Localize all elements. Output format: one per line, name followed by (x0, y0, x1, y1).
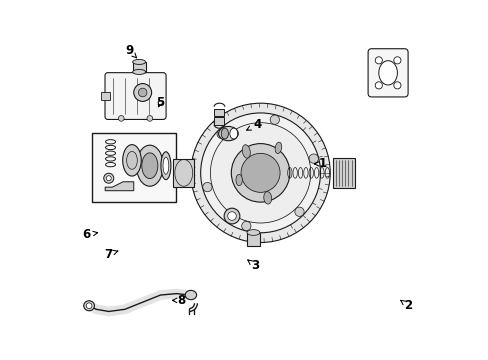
Circle shape (103, 173, 114, 183)
Circle shape (374, 57, 382, 64)
Bar (332, 158, 354, 188)
Circle shape (227, 212, 236, 220)
Ellipse shape (83, 301, 94, 311)
Circle shape (393, 82, 400, 89)
Ellipse shape (218, 126, 238, 141)
Circle shape (200, 113, 320, 233)
Ellipse shape (132, 59, 145, 64)
Text: 1: 1 (314, 157, 326, 170)
Ellipse shape (163, 157, 168, 174)
Circle shape (241, 221, 250, 231)
Ellipse shape (161, 152, 171, 180)
FancyBboxPatch shape (367, 49, 407, 97)
Ellipse shape (136, 145, 163, 186)
Text: 2: 2 (400, 299, 411, 312)
Text: 3: 3 (247, 259, 259, 272)
Circle shape (138, 88, 147, 97)
FancyBboxPatch shape (105, 73, 166, 120)
Circle shape (308, 154, 318, 163)
Circle shape (190, 103, 329, 243)
Polygon shape (105, 182, 134, 191)
Ellipse shape (132, 69, 145, 75)
Bar (246, 233, 259, 246)
Text: 5: 5 (156, 96, 164, 109)
Ellipse shape (142, 153, 158, 179)
Circle shape (270, 115, 279, 124)
Circle shape (106, 176, 111, 181)
Ellipse shape (122, 145, 141, 176)
Circle shape (118, 116, 124, 121)
Circle shape (217, 129, 226, 139)
Bar (132, 62, 145, 72)
Ellipse shape (235, 174, 242, 186)
Bar (92, 133, 175, 202)
Ellipse shape (221, 128, 228, 139)
Text: 9: 9 (125, 44, 136, 58)
Circle shape (224, 208, 240, 224)
Circle shape (294, 207, 304, 216)
Circle shape (134, 84, 151, 102)
Ellipse shape (246, 230, 259, 235)
Text: 7: 7 (104, 248, 118, 261)
Text: 4: 4 (246, 118, 261, 131)
Circle shape (147, 116, 152, 121)
Ellipse shape (242, 145, 250, 158)
Ellipse shape (263, 192, 271, 204)
Ellipse shape (185, 291, 196, 300)
Bar (173, 158, 194, 187)
Circle shape (374, 82, 382, 89)
Circle shape (231, 144, 289, 202)
Ellipse shape (126, 152, 137, 169)
Bar (101, 92, 109, 100)
Ellipse shape (275, 142, 281, 153)
Text: 6: 6 (82, 228, 98, 241)
Text: 8: 8 (172, 294, 184, 307)
Ellipse shape (229, 128, 237, 139)
Ellipse shape (378, 61, 397, 85)
Circle shape (210, 123, 310, 223)
Circle shape (203, 183, 212, 192)
Circle shape (393, 57, 400, 64)
Bar (214, 109, 224, 116)
Bar (214, 117, 224, 125)
Circle shape (241, 153, 280, 192)
Circle shape (86, 303, 92, 309)
